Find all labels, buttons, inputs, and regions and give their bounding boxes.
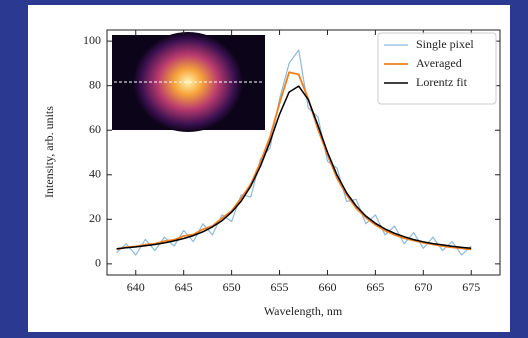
x-tick-label: 675 [462,280,480,294]
page: Wavelength, nm Intensity, arb. units 640… [0,0,528,338]
y-tick-label: 100 [83,33,101,47]
x-tick-label: 660 [318,280,336,294]
x-axis-label: Wavelength, nm [264,304,343,318]
x-tick-label: 670 [414,280,432,294]
x-tick-label: 640 [127,280,145,294]
y-axis-label: Intensity, arb. units [42,106,56,198]
y-tick-label: 80 [89,77,101,91]
x-tick-label: 650 [223,280,241,294]
x-tick-label: 645 [175,280,193,294]
x-tick-label: 665 [366,280,384,294]
y-tick-label: 40 [89,167,101,181]
y-tick-label: 0 [95,256,101,270]
x-tick-label: 655 [271,280,289,294]
legend-label: Averaged [416,56,462,70]
legend-label: Lorentz fit [416,75,468,89]
y-tick-label: 20 [89,211,101,225]
legend-label: Single pixel [416,37,474,51]
chart: Wavelength, nm Intensity, arb. units 640… [0,0,528,338]
y-tick-label: 60 [89,122,101,136]
